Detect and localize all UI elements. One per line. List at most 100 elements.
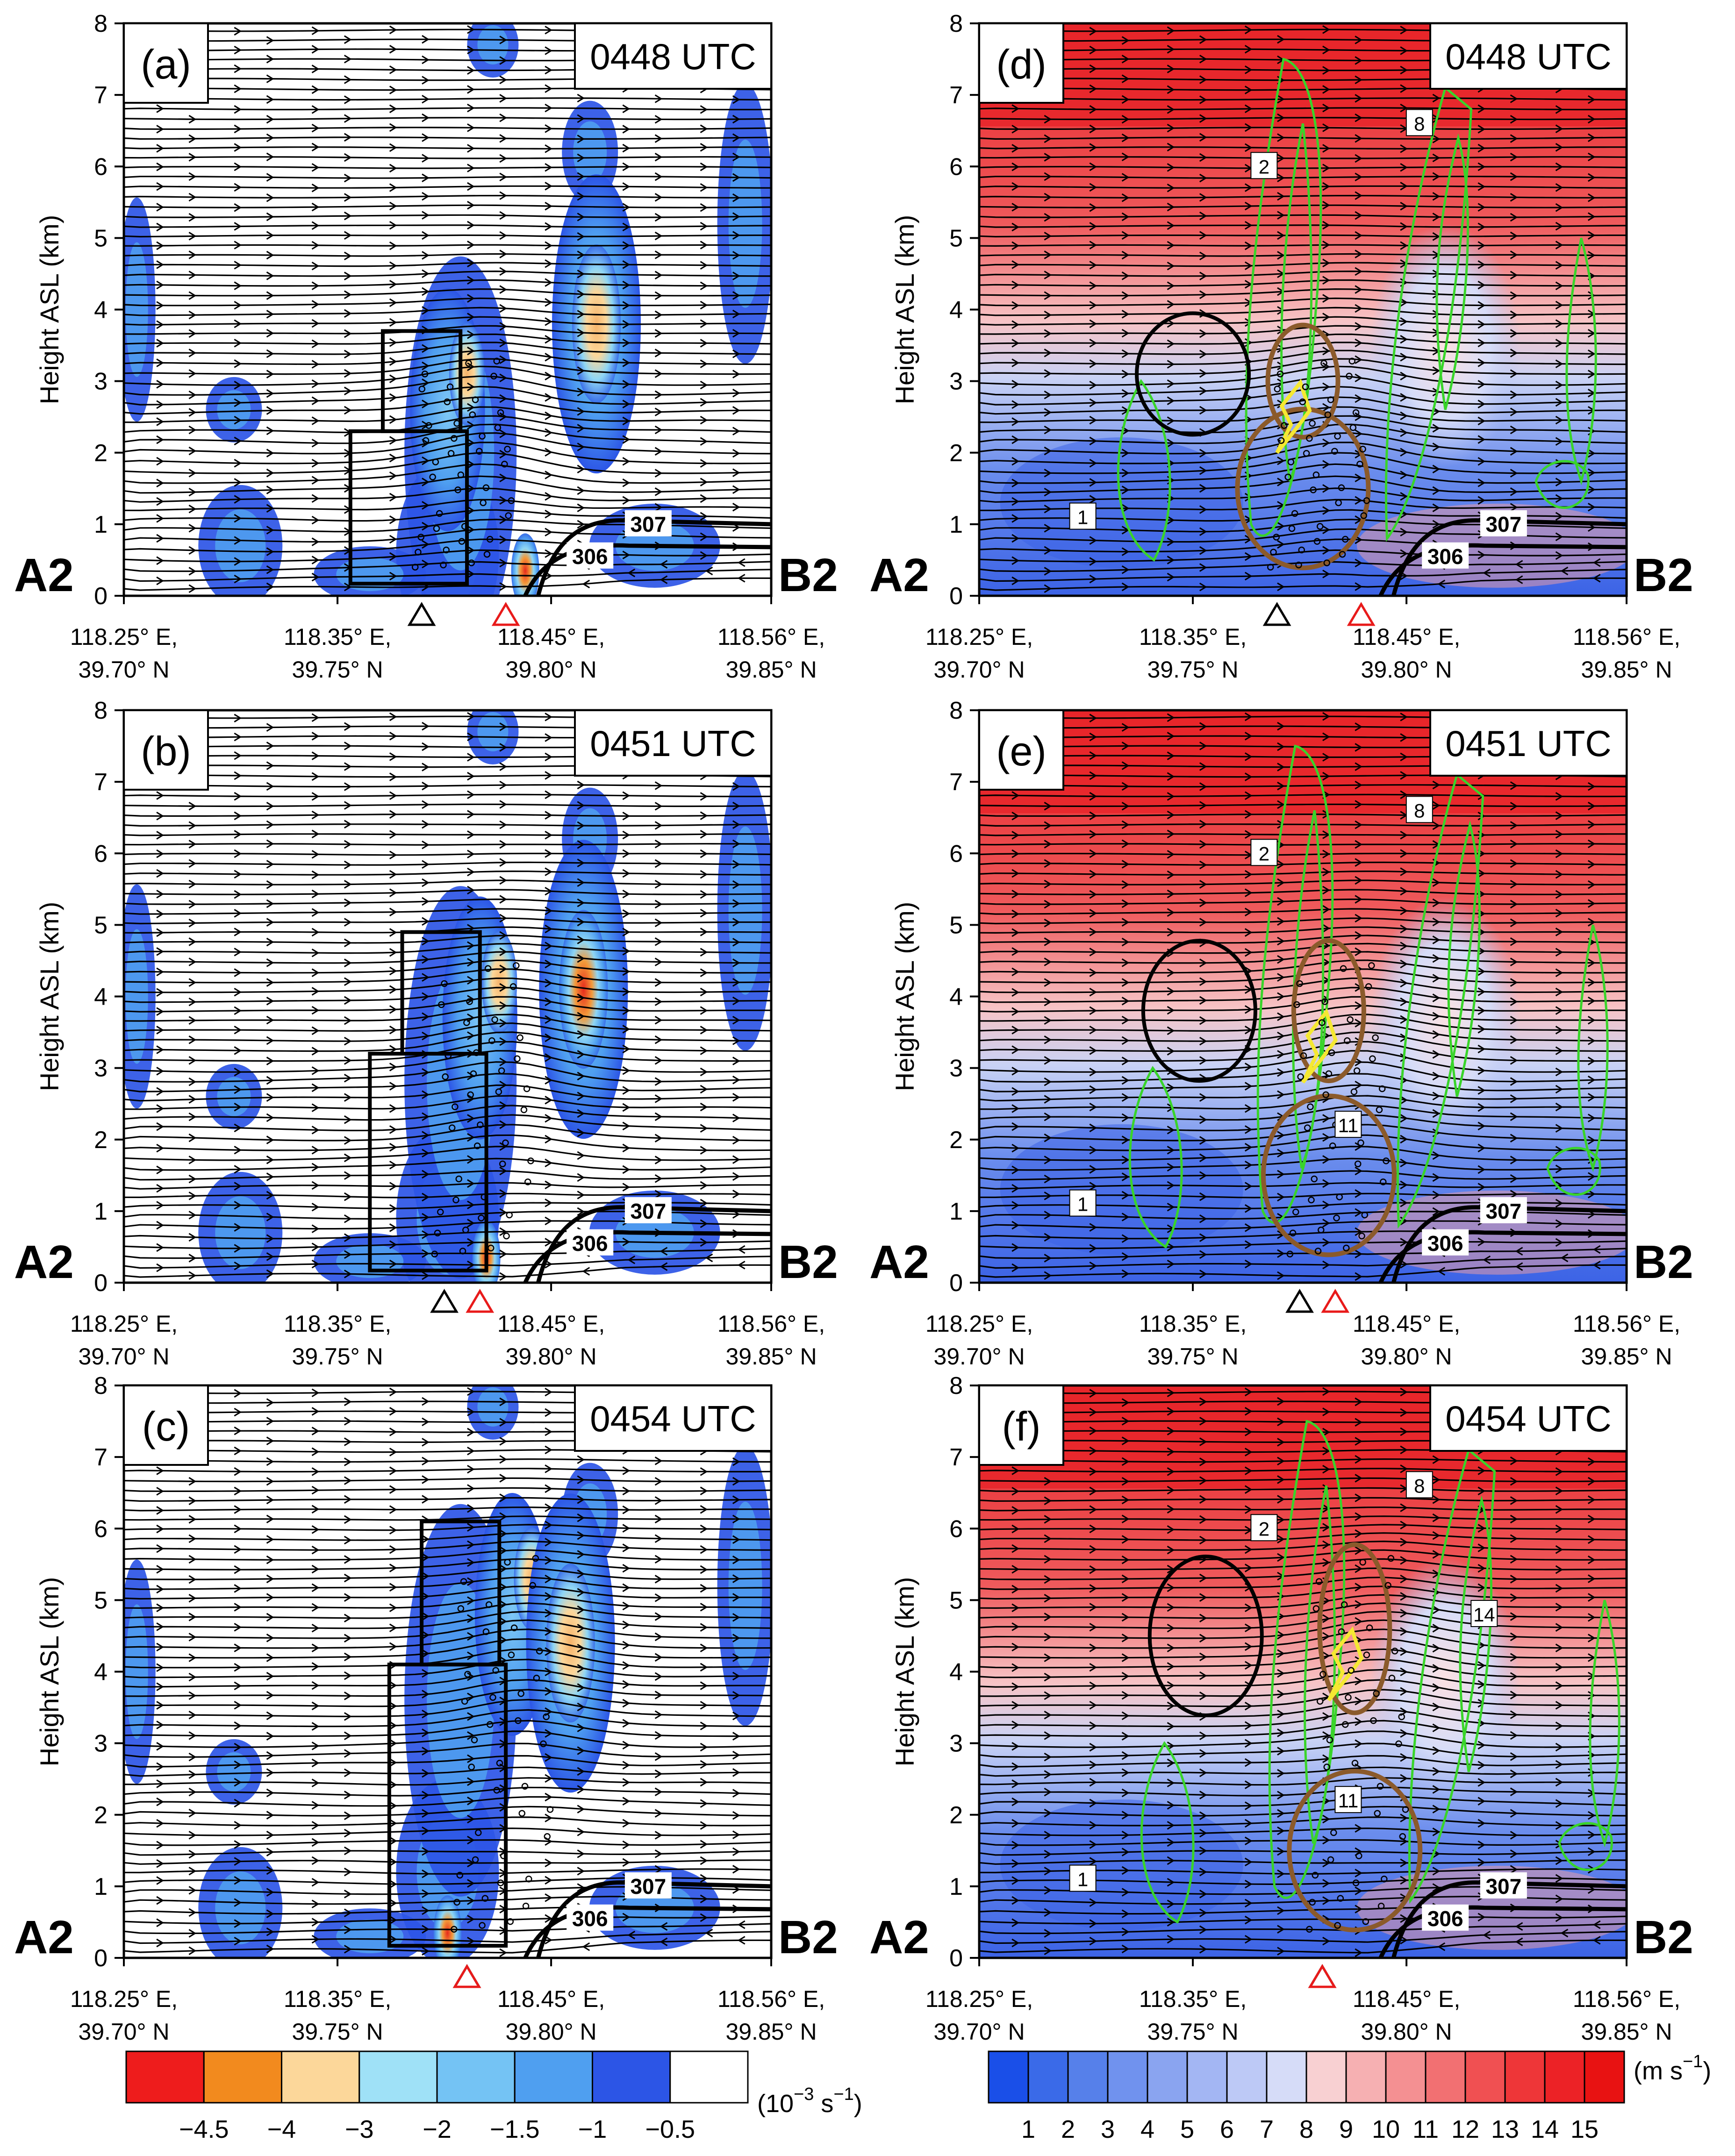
arrow-head <box>234 281 242 290</box>
arrow-head <box>156 869 164 878</box>
arrow-head <box>1089 1223 1097 1232</box>
arrow-head <box>1121 310 1130 319</box>
particle <box>459 1248 466 1255</box>
arrow-head <box>1400 1180 1408 1190</box>
plot-area <box>124 710 771 1283</box>
arrow-head <box>1277 521 1285 531</box>
streamline <box>124 1084 771 1102</box>
arrow-head <box>311 1083 320 1092</box>
arrow-head <box>1167 1856 1175 1865</box>
arrow-head <box>311 751 320 760</box>
contour-label-bg <box>1480 510 1527 536</box>
colorbar-label: 13 <box>1491 2115 1519 2143</box>
arrow-head <box>344 1573 352 1583</box>
arrow-head <box>1044 1077 1052 1086</box>
particle <box>451 435 458 442</box>
vorticity-patch <box>477 1387 509 1427</box>
arrow-head <box>1355 322 1363 331</box>
arrow-head <box>344 918 352 927</box>
arrow-head <box>467 362 475 371</box>
streamline <box>124 350 771 365</box>
arrow-head <box>1199 1791 1207 1799</box>
arrow-head <box>1089 478 1097 487</box>
arrow-head <box>499 858 508 867</box>
streamline <box>124 951 771 964</box>
arrow-head <box>499 1437 508 1446</box>
arrow-head <box>1322 995 1330 1004</box>
streamline <box>124 1850 771 1856</box>
arrow-head <box>266 1191 274 1200</box>
arrow-head <box>1121 291 1130 300</box>
arrow-head <box>499 1101 508 1110</box>
particle <box>1306 1926 1313 1933</box>
arrow-head <box>1322 438 1330 448</box>
arrow-head <box>389 571 397 581</box>
arrow-head <box>1121 1593 1130 1602</box>
y-tick-label: 5 <box>949 1587 963 1614</box>
arrow-head <box>545 1464 552 1473</box>
arrow-head <box>654 213 663 222</box>
arrow-head <box>467 221 475 230</box>
arrow-head <box>1432 974 1441 983</box>
arrow-head <box>1121 328 1130 338</box>
arrow-head <box>1510 997 1518 1006</box>
arrow-head <box>389 535 397 544</box>
x-tick-lon: 118.25° E, <box>925 1311 1033 1337</box>
streamline <box>124 156 771 159</box>
arrow-head <box>499 582 508 591</box>
arrow-head <box>311 1899 320 1908</box>
arrow-head <box>389 318 397 327</box>
arrow-head <box>545 335 552 344</box>
arrow-head <box>188 1731 197 1740</box>
arrow-head <box>344 1811 352 1820</box>
arrow-head <box>1121 565 1130 574</box>
y-tick-label: 8 <box>94 697 108 724</box>
theta-307 <box>536 518 771 596</box>
y-tick-label: 2 <box>94 440 108 467</box>
arrow-head <box>654 390 663 400</box>
streamline <box>124 358 771 375</box>
arrow-head <box>700 319 708 328</box>
arrow-head <box>499 1617 508 1626</box>
particle <box>1300 1052 1307 1059</box>
arrow-head <box>1555 1026 1563 1035</box>
arrow-head <box>467 382 475 392</box>
arrow-head <box>545 144 552 153</box>
arrow-head <box>266 547 274 556</box>
arrow-head <box>389 123 397 132</box>
arrow-head <box>1089 714 1097 723</box>
arrow-head <box>156 1221 164 1230</box>
arrow-head <box>1355 876 1363 885</box>
arrow-head <box>499 211 508 220</box>
arrow-head <box>1322 1407 1330 1416</box>
arrow-head <box>1400 959 1408 969</box>
particle <box>504 445 511 453</box>
particle <box>1347 1016 1354 1023</box>
arrow-head <box>389 1563 397 1572</box>
arrow-head <box>1515 1262 1523 1271</box>
arrow-head <box>700 890 708 899</box>
arrow-head <box>1322 1936 1330 1946</box>
arrow-head <box>577 192 585 201</box>
arrow-head <box>1400 906 1408 915</box>
arrow-head <box>577 801 585 810</box>
arrow-head <box>266 328 274 338</box>
black-triangle <box>1285 1289 1314 1313</box>
arrow-head <box>654 310 663 320</box>
section-start-label: A2 <box>869 1236 929 1288</box>
arrow-head <box>1167 908 1175 917</box>
arrow-head <box>1199 466 1207 475</box>
arrow-head <box>467 1071 475 1080</box>
arrow-head <box>1477 1086 1486 1095</box>
arrow-head <box>1121 36 1130 45</box>
panel-time: 0448 UTC <box>590 36 756 77</box>
arrow-head <box>654 1156 663 1164</box>
arrow-head <box>1355 1546 1363 1555</box>
arrow-head <box>1555 1778 1563 1787</box>
arrow-head <box>1510 1865 1518 1874</box>
arrow-head <box>622 1840 631 1849</box>
arrow-head <box>266 1398 274 1407</box>
streamline <box>124 325 771 335</box>
